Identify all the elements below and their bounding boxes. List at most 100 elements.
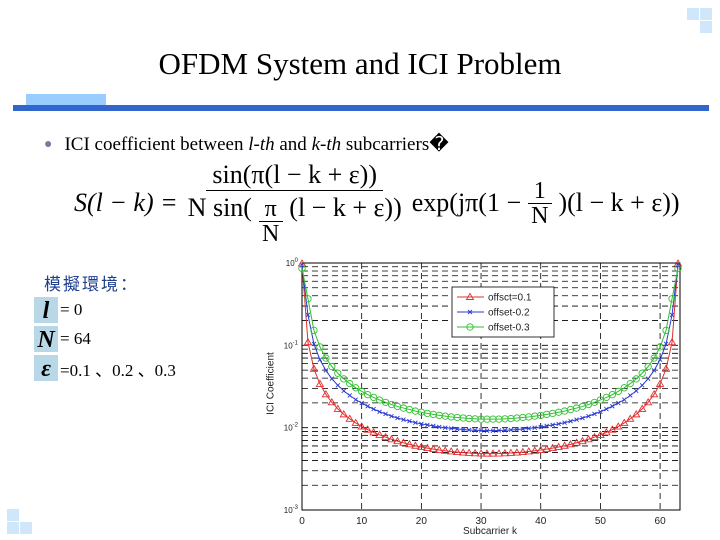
param-symbol: l bbox=[34, 297, 58, 324]
data-point-1 bbox=[311, 341, 317, 347]
data-point-1 bbox=[657, 357, 663, 362]
slide-title: OFDM System and ICI Problem bbox=[158, 46, 562, 81]
equation-exp-suffix: )(l − k + ε)) bbox=[558, 188, 680, 217]
data-point-0 bbox=[518, 447, 528, 456]
legend-marker bbox=[466, 323, 474, 331]
decor-square bbox=[20, 522, 32, 534]
data-point-1 bbox=[347, 393, 353, 398]
data-point-1 bbox=[580, 415, 585, 421]
legend-entry: offset-0.2 bbox=[488, 308, 530, 319]
data-point-0 bbox=[602, 428, 611, 436]
data-point-2 bbox=[369, 393, 378, 402]
data-point-1 bbox=[413, 420, 418, 425]
data-point-1 bbox=[425, 422, 430, 428]
param-epsilon: ε =0.1 、0.2 、0.3 bbox=[34, 355, 176, 382]
data-point-1 bbox=[669, 312, 675, 318]
data-point-2 bbox=[304, 295, 312, 303]
data-point-1 bbox=[401, 417, 406, 423]
data-point-0 bbox=[536, 445, 546, 453]
data-point-2 bbox=[364, 390, 372, 399]
y-tick-label: 100 bbox=[286, 258, 299, 268]
data-point-1 bbox=[478, 428, 484, 433]
data-point-1 bbox=[562, 420, 567, 425]
data-point-2 bbox=[620, 384, 628, 392]
decor-square bbox=[700, 8, 712, 20]
bullet-text: ICI coefficient between bbox=[64, 134, 249, 155]
data-point-0 bbox=[345, 414, 355, 422]
data-point-0 bbox=[434, 445, 444, 453]
param-value: = 0 bbox=[60, 300, 83, 319]
x-tick-label: 40 bbox=[535, 516, 547, 527]
data-point-2 bbox=[340, 375, 348, 383]
data-point-0 bbox=[560, 441, 569, 449]
data-point-1 bbox=[454, 426, 460, 432]
data-point-2 bbox=[650, 354, 658, 362]
data-point-0 bbox=[548, 443, 557, 452]
data-point-0 bbox=[566, 439, 575, 448]
x-tick-label: 10 bbox=[356, 516, 368, 527]
data-point-1 bbox=[663, 341, 669, 347]
data-point-0 bbox=[321, 389, 331, 398]
bullet-l-th: l-th bbox=[248, 134, 275, 155]
data-point-0 bbox=[625, 414, 635, 422]
data-point-0 bbox=[357, 422, 366, 430]
data-point-1 bbox=[538, 424, 544, 430]
equation-lhs: S(l − k) = bbox=[74, 188, 178, 217]
data-point-2 bbox=[614, 387, 622, 396]
data-point-1 bbox=[598, 409, 603, 415]
x-tick-label: 30 bbox=[475, 516, 487, 527]
data-point-0 bbox=[393, 436, 402, 445]
equation-pi: π bbox=[258, 197, 283, 222]
param-l: l = 0 bbox=[34, 297, 83, 324]
data-point-1 bbox=[395, 415, 400, 421]
data-point-0 bbox=[667, 337, 677, 346]
bullet-text: and bbox=[274, 134, 312, 155]
series-line-1 bbox=[301, 265, 679, 432]
bullet-item: ● ICI coefficient between l-th and k-th s… bbox=[44, 133, 449, 156]
data-point-0 bbox=[554, 442, 563, 450]
data-point-2 bbox=[352, 384, 360, 392]
data-point-1 bbox=[466, 427, 472, 433]
equation-n: N bbox=[531, 202, 549, 229]
data-point-0 bbox=[381, 432, 390, 441]
data-point-1 bbox=[514, 427, 520, 432]
data-point-1 bbox=[383, 411, 388, 417]
data-point-2 bbox=[298, 264, 306, 273]
data-point-1 bbox=[442, 425, 448, 431]
equation-main-fraction: sin(π(l − k + ε)) N sin(π N (l − k + ε)) bbox=[182, 160, 408, 246]
data-point-1 bbox=[520, 426, 526, 432]
data-point-1 bbox=[407, 418, 412, 424]
data-point-1 bbox=[586, 413, 591, 419]
data-point-0 bbox=[375, 430, 384, 438]
param-value: = 64 bbox=[60, 329, 91, 348]
data-point-1 bbox=[430, 423, 436, 429]
data-point-0 bbox=[637, 404, 647, 412]
data-point-1 bbox=[353, 397, 359, 402]
data-point-1 bbox=[341, 388, 347, 394]
data-point-0 bbox=[524, 447, 534, 455]
data-point-2 bbox=[328, 362, 336, 371]
data-point-0 bbox=[351, 418, 360, 426]
data-point-1 bbox=[633, 388, 639, 394]
data-point-1 bbox=[645, 376, 651, 382]
data-point-1 bbox=[323, 368, 329, 373]
data-point-2 bbox=[375, 396, 384, 404]
data-point-1 bbox=[621, 397, 627, 402]
data-point-1 bbox=[627, 393, 633, 398]
data-point-0 bbox=[643, 397, 653, 406]
data-point-0 bbox=[476, 449, 486, 457]
data-point-2 bbox=[322, 354, 330, 362]
data-point-1 bbox=[448, 426, 454, 431]
data-point-1 bbox=[460, 427, 466, 432]
data-point-1 bbox=[389, 413, 394, 419]
data-point-0 bbox=[440, 446, 450, 454]
data-point-1 bbox=[568, 418, 573, 424]
data-point-0 bbox=[500, 448, 510, 457]
data-point-0 bbox=[315, 379, 325, 387]
x-tick-label: 0 bbox=[299, 516, 305, 527]
equation-n: N bbox=[261, 221, 280, 247]
data-point-0 bbox=[482, 449, 492, 457]
